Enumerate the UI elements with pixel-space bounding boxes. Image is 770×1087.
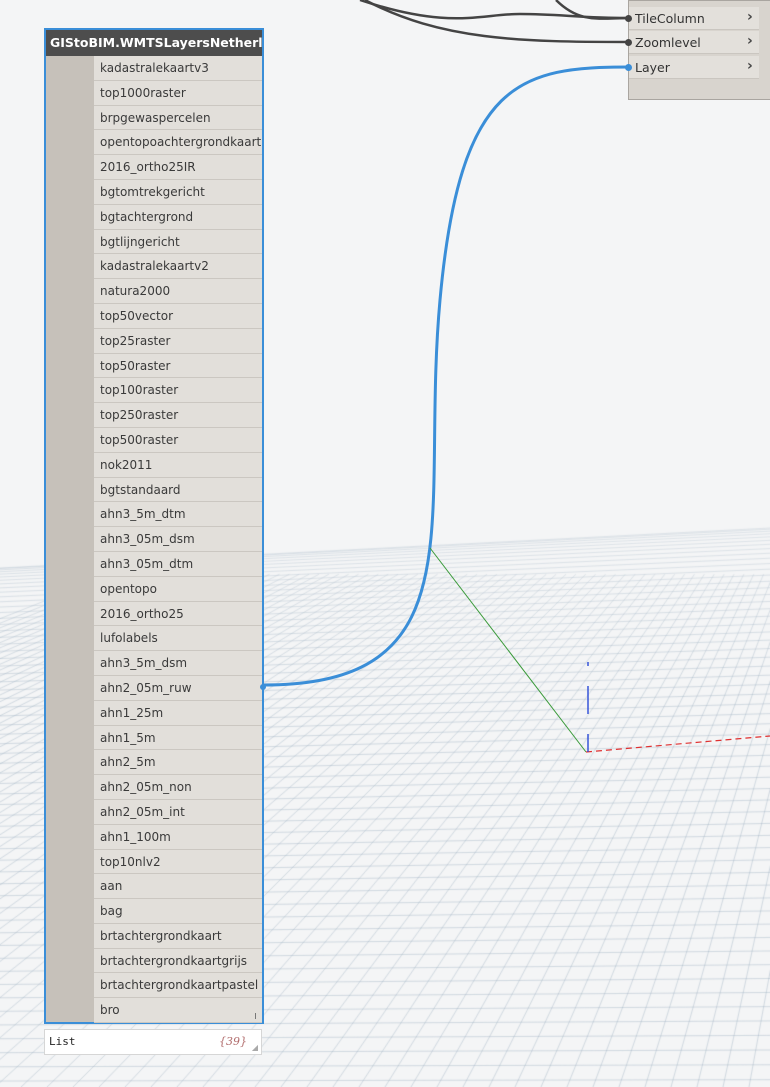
- layer-list-item[interactable]: top100raster: [94, 378, 262, 404]
- layer-list-item[interactable]: top50raster: [94, 353, 262, 379]
- layer-list-item[interactable]: nok2011: [94, 452, 262, 478]
- layer-list-item[interactable]: ahn2_05m_non: [94, 775, 262, 800]
- layer-list-item[interactable]: 2016_ortho25: [94, 601, 262, 627]
- chevron-right-icon[interactable]: ›: [747, 58, 753, 74]
- resize-grip-icon[interactable]: ◢: [251, 1043, 258, 1052]
- node-title[interactable]: GIStoBIM.WMTSLayersNetherlands: [46, 30, 262, 56]
- port-label-zoomlevel: Zoomlevel: [635, 35, 701, 50]
- target-node[interactable]: TileColumn › Zoomlevel › Layer ›: [625, 0, 770, 100]
- wmts-layers-node[interactable]: GIStoBIM.WMTSLayersNetherlands kadastral…: [44, 28, 266, 1024]
- wire-to-zoomlevel-2: [364, 0, 631, 44]
- layer-list-item[interactable]: ahn3_05m_dtm: [94, 551, 262, 577]
- resize-handle[interactable]: [255, 1013, 256, 1019]
- port-zoomlevel[interactable]: Zoomlevel ›: [625, 31, 759, 54]
- layer-list-item[interactable]: bro: [94, 998, 262, 1024]
- chevron-right-icon[interactable]: ›: [747, 9, 753, 25]
- port-label-layer: Layer: [635, 60, 670, 75]
- port-dot[interactable]: [625, 39, 632, 46]
- wire-selected-layer: [263, 65, 631, 687]
- node-input-column: [46, 56, 94, 1022]
- layer-list-item[interactable]: top500raster: [94, 427, 262, 453]
- preview-count: {39}: [219, 1035, 247, 1048]
- layer-list-item[interactable]: bgtlijngericht: [94, 229, 262, 255]
- layer-list-item[interactable]: brtachtergrondkaartgrijs: [94, 948, 262, 974]
- layer-list-item[interactable]: natura2000: [94, 279, 262, 304]
- port-label-tilecolumn: TileColumn: [635, 11, 705, 26]
- layer-list-item[interactable]: brtachtergrondkaartpastel: [94, 973, 262, 999]
- layer-list-item[interactable]: opentopo: [94, 576, 262, 602]
- layer-list-item[interactable]: ahn2_05m_int: [94, 799, 262, 825]
- wire-to-zoomlevel: [555, 0, 631, 20]
- layer-list[interactable]: kadastralekaartv3 top1000raster brpgewaspe…: [94, 56, 262, 1024]
- layer-list-item[interactable]: ahn1_25m: [94, 700, 262, 726]
- layer-list-item[interactable]: ahn2_5m: [94, 750, 262, 776]
- port-dot[interactable]: [625, 15, 632, 22]
- layer-list-item[interactable]: bag: [94, 899, 262, 924]
- layer-list-item[interactable]: lufolabels: [94, 626, 262, 652]
- layer-list-item[interactable]: ahn2_05m_ruw: [94, 675, 262, 701]
- layer-list-item[interactable]: aan: [94, 874, 262, 900]
- axis-x-line: [585, 735, 770, 753]
- output-port[interactable]: [260, 684, 266, 690]
- layer-list-item[interactable]: top1000raster: [94, 80, 262, 106]
- layer-list-item[interactable]: top25raster: [94, 328, 262, 354]
- layer-list-item[interactable]: kadastralekaartv3: [94, 56, 262, 81]
- layer-list-item[interactable]: top50vector: [94, 303, 262, 329]
- layer-list-item[interactable]: brtachtergrondkaart: [94, 923, 262, 949]
- layer-list-item[interactable]: kadastralekaartv2: [94, 254, 262, 280]
- port-dot[interactable]: [625, 64, 632, 71]
- layer-list-item[interactable]: ahn1_100m: [94, 824, 262, 850]
- axis-y-line: [429, 547, 587, 753]
- layer-list-item[interactable]: 2016_ortho25IR: [94, 155, 262, 180]
- preview-bubble[interactable]: List {39} ◢: [44, 1029, 262, 1055]
- layer-list-item[interactable]: bgtomtrekgericht: [94, 179, 262, 205]
- layer-list-item[interactable]: ahn3_5m_dtm: [94, 502, 262, 528]
- port-tilecolumn[interactable]: TileColumn ›: [625, 7, 759, 30]
- layer-list-item[interactable]: top250raster: [94, 403, 262, 428]
- port-layer[interactable]: Layer ›: [625, 56, 759, 79]
- layer-list-item[interactable]: opentopoachtergrondkaart: [94, 130, 262, 156]
- layer-list-item[interactable]: top10nlv2: [94, 849, 262, 875]
- layer-list-item[interactable]: bgtstandaard: [94, 477, 262, 503]
- layer-list-item[interactable]: ahn3_05m_dsm: [94, 527, 262, 552]
- preview-label: List: [49, 1035, 76, 1048]
- layer-list-item[interactable]: ahn3_5m_dsm: [94, 651, 262, 676]
- layer-list-item[interactable]: ahn1_5m: [94, 725, 262, 751]
- chevron-right-icon[interactable]: ›: [747, 33, 753, 49]
- layer-list-item[interactable]: bgtachtergrond: [94, 204, 262, 230]
- layer-list-item[interactable]: brpgewaspercelen: [94, 105, 262, 131]
